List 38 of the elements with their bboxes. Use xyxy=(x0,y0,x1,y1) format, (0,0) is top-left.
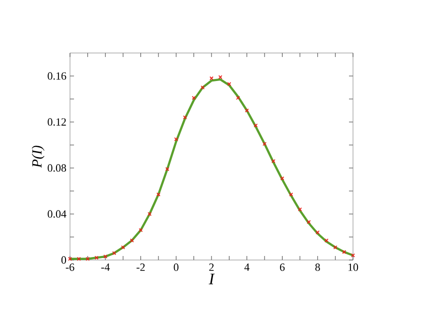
point xyxy=(148,212,152,216)
x-tick-label: 4 xyxy=(244,264,250,271)
point xyxy=(182,115,187,120)
y-tick-label: 0.12 xyxy=(48,118,66,126)
point xyxy=(76,256,81,261)
point xyxy=(121,245,126,250)
x-tick-label: 2 xyxy=(209,264,214,271)
point xyxy=(156,192,160,196)
point xyxy=(218,75,222,80)
y-axis-title: P(I) xyxy=(32,146,44,168)
point xyxy=(103,254,108,259)
point xyxy=(324,238,328,242)
point xyxy=(271,159,276,164)
point xyxy=(130,238,134,242)
point xyxy=(333,245,338,250)
x-axis-title: I xyxy=(208,274,215,284)
point xyxy=(351,253,356,258)
y-tick-label: 0.04 xyxy=(48,210,66,218)
x-tick-label: -4 xyxy=(101,264,110,271)
x-tick-label: -6 xyxy=(66,264,74,271)
point xyxy=(262,142,267,146)
point xyxy=(165,167,170,172)
y-tick-label: 0 xyxy=(61,256,66,264)
y-tick-label: 0.16 xyxy=(48,72,66,80)
point xyxy=(289,192,294,196)
x-tick-label: -2 xyxy=(136,264,145,271)
point xyxy=(298,207,302,212)
x-tick-label: 0 xyxy=(174,264,178,271)
x-tick-label: 8 xyxy=(315,264,320,271)
point xyxy=(174,137,178,142)
point xyxy=(316,230,320,234)
point xyxy=(280,176,284,180)
x-tick-label: 10 xyxy=(348,264,358,271)
point xyxy=(192,96,196,100)
y-tick-label: 0.08 xyxy=(48,164,66,172)
point xyxy=(86,256,90,261)
point xyxy=(244,108,249,112)
x-tick-label: 6 xyxy=(280,264,285,271)
